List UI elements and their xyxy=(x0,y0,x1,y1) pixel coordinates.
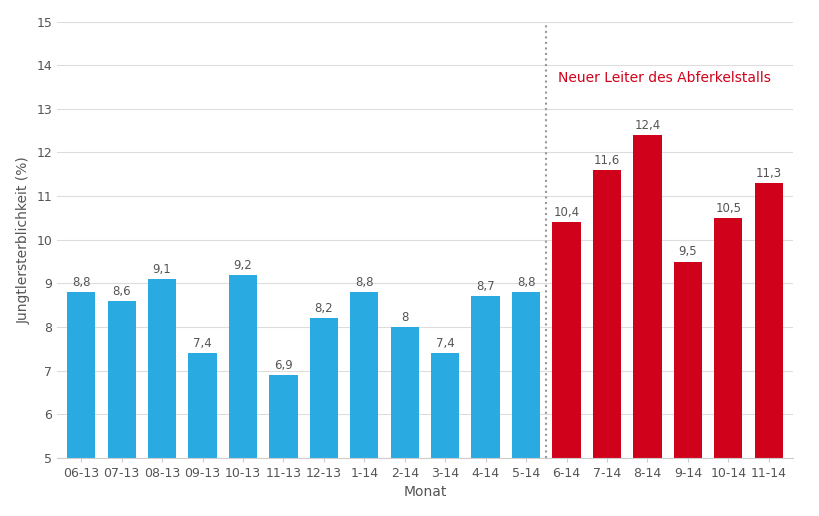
Text: 8,8: 8,8 xyxy=(516,276,535,289)
Bar xyxy=(471,296,499,516)
Text: 7,4: 7,4 xyxy=(435,337,454,350)
Text: 8,8: 8,8 xyxy=(72,276,90,289)
Text: 8: 8 xyxy=(400,311,408,324)
Bar xyxy=(552,222,580,516)
Bar xyxy=(107,301,136,516)
Text: 6,9: 6,9 xyxy=(274,359,292,372)
Text: 10,4: 10,4 xyxy=(553,206,579,219)
Text: 8,8: 8,8 xyxy=(355,276,373,289)
Bar xyxy=(511,292,540,516)
Text: 12,4: 12,4 xyxy=(633,119,660,132)
Bar xyxy=(632,135,661,516)
Bar xyxy=(390,327,419,516)
Text: 11,6: 11,6 xyxy=(593,154,619,167)
Text: 9,2: 9,2 xyxy=(233,259,252,271)
Text: 9,1: 9,1 xyxy=(152,263,171,276)
Text: 8,7: 8,7 xyxy=(476,280,495,294)
Bar xyxy=(229,275,257,516)
Text: Neuer Leiter des Abferkelstalls: Neuer Leiter des Abferkelstalls xyxy=(558,71,771,85)
Bar xyxy=(753,183,782,516)
Bar xyxy=(431,353,459,516)
Text: 11,3: 11,3 xyxy=(755,167,781,180)
Text: 8,6: 8,6 xyxy=(112,285,131,298)
Bar xyxy=(592,170,620,516)
Text: 7,4: 7,4 xyxy=(193,337,211,350)
Y-axis label: Jungtlersterblichkeit (%): Jungtlersterblichkeit (%) xyxy=(16,156,30,324)
Bar xyxy=(188,353,216,516)
Bar xyxy=(269,375,297,516)
Bar xyxy=(673,262,701,516)
Bar xyxy=(310,318,337,516)
Text: 10,5: 10,5 xyxy=(714,202,740,215)
Bar xyxy=(350,292,378,516)
Bar xyxy=(67,292,95,516)
Bar xyxy=(713,218,741,516)
X-axis label: Monat: Monat xyxy=(403,486,446,499)
Text: 8,2: 8,2 xyxy=(314,302,333,315)
Bar xyxy=(147,279,176,516)
Text: 9,5: 9,5 xyxy=(677,246,696,259)
